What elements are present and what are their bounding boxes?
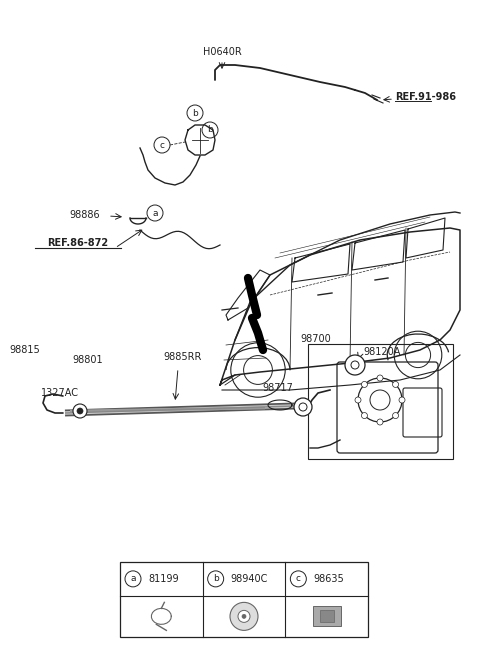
Text: c: c — [159, 140, 165, 150]
Text: REF.86-872: REF.86-872 — [48, 238, 108, 248]
Circle shape — [73, 404, 87, 418]
Bar — [120, 562, 368, 637]
Text: b: b — [192, 108, 198, 117]
Bar — [312, 606, 341, 626]
Circle shape — [238, 610, 250, 623]
Text: 98717: 98717 — [263, 383, 293, 393]
Circle shape — [345, 355, 365, 375]
Circle shape — [393, 413, 398, 419]
Circle shape — [393, 381, 398, 388]
Circle shape — [377, 419, 383, 425]
Text: b: b — [213, 575, 218, 583]
Text: a: a — [130, 575, 136, 583]
Bar — [308, 344, 453, 459]
Circle shape — [294, 398, 312, 416]
Circle shape — [355, 397, 361, 403]
Text: c: c — [296, 575, 301, 583]
Bar — [320, 610, 334, 623]
Text: 98700: 98700 — [300, 334, 331, 344]
Text: 98886: 98886 — [70, 210, 100, 220]
Text: 81199: 81199 — [148, 574, 179, 584]
Text: b: b — [207, 125, 213, 134]
Text: 1327AC: 1327AC — [41, 388, 79, 398]
Text: 98815: 98815 — [10, 345, 40, 355]
Circle shape — [377, 375, 383, 381]
Text: 98120A: 98120A — [363, 347, 400, 357]
Circle shape — [242, 615, 246, 619]
Circle shape — [399, 397, 405, 403]
Circle shape — [361, 413, 368, 419]
Circle shape — [361, 381, 368, 388]
Text: 98940C: 98940C — [231, 574, 268, 584]
Circle shape — [77, 408, 83, 414]
Text: 98635: 98635 — [313, 574, 344, 584]
Circle shape — [230, 602, 258, 630]
Text: a: a — [152, 209, 158, 218]
Text: 9885RR: 9885RR — [164, 352, 202, 362]
Text: 98801: 98801 — [72, 355, 103, 365]
Text: H0640R: H0640R — [203, 47, 241, 57]
Text: REF.91-986: REF.91-986 — [395, 92, 456, 102]
